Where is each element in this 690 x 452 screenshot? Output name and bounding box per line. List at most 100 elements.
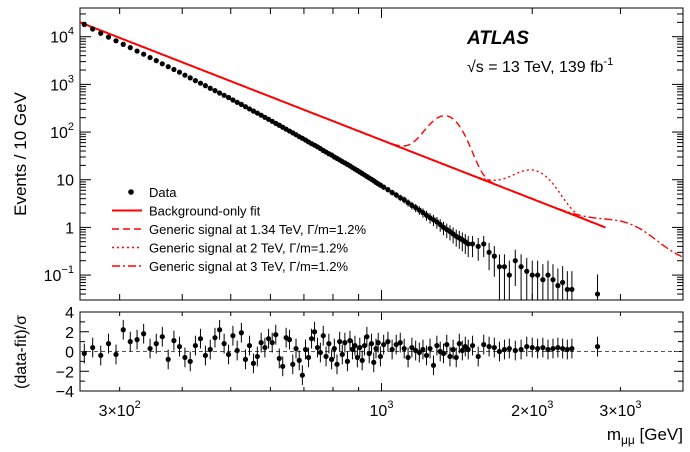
ratio-point [535,345,541,352]
data-point [506,272,512,278]
ratio-point [486,343,492,350]
ratio-point [329,356,335,362]
ratio-point [349,346,356,353]
tick-label-exponent: 2 [135,399,141,411]
x-axis-label: mμμ [GeV] [607,425,683,447]
data-point [202,83,209,89]
data-point [486,249,492,255]
ratio-point [371,359,377,365]
ratio-point [296,357,302,363]
main-curves [79,21,684,258]
ratio-point [361,342,368,349]
data-point [594,291,601,297]
data-point [535,272,541,278]
ratio-point [427,345,433,352]
ratio-point [171,338,177,344]
x-tick-label: 3×103 [599,399,641,420]
tick-label-base: 2×10 [511,403,547,420]
ratio-point [250,360,257,366]
data-point [165,64,171,70]
data-point [225,94,232,101]
ratio-point [540,344,546,351]
data-point [216,90,223,96]
ratio-point [134,337,140,343]
atlas-label: ATLAS [466,28,529,49]
ratio-point [368,341,375,347]
data-point [176,69,183,75]
data-point [197,80,204,86]
data-point [496,264,503,270]
ratio-y-tick-label: 2 [65,325,74,342]
tick-label-exponent: 3 [68,73,74,85]
data-point [564,286,570,293]
data-point [385,187,391,193]
data-point [113,38,119,44]
data-point [182,72,188,78]
ratio-point [450,346,456,353]
background-fit-line [79,21,606,229]
data-point [98,30,104,36]
data-point [545,272,551,278]
data-point [153,58,159,64]
ratio-point [105,341,112,347]
x-tick-label: 3×102 [99,399,141,420]
tick-label-base: 3×10 [599,403,635,420]
ratio-point [113,351,119,358]
data-point [234,99,240,105]
tick-label-exponent: 2 [68,121,74,133]
ratio-point [518,346,524,353]
tick-label-exponent: 4 [68,26,74,38]
legend-label: Background-only fit [149,204,261,219]
data-point [221,92,227,98]
energy-lumi-text: √s = 13 TeV, 139 fb [467,59,604,76]
x-tick-label: 103 [370,399,394,420]
ratio-point [456,341,462,347]
legend-label: Generic signal at 3 TeV, Γ/m=1.2% [149,259,348,274]
data-point [171,66,177,73]
ratio-point [430,362,437,368]
tick-label-base: 10 [370,403,388,420]
ratio-point [375,340,381,346]
ratio-point [334,361,340,367]
data-point [147,54,153,61]
data-point [127,45,133,51]
main-x-axis-ticks [119,8,684,300]
tick-label-exponent: 3 [635,399,641,411]
data-point [242,104,249,110]
tick-label-base: 10 [56,173,74,190]
legend-marker-data [128,189,134,195]
legend-label: Generic signal at 2 TeV, Γ/m=1.2% [149,241,348,256]
ratio-point [308,336,315,342]
tick-label-exponent: 3 [547,399,553,411]
ratio-point [564,346,570,353]
ratio-point [258,340,264,346]
ratio-point [299,372,305,378]
ratio-point [192,342,199,349]
main-plot-frame [79,7,684,301]
ratio-point [377,353,384,360]
data-point [550,277,556,283]
tick-label-base: 3×10 [99,403,135,420]
tick-label-base: 10 [50,77,68,94]
ratio-point [569,345,575,352]
ratio-point [98,352,104,359]
signal-1340-line [382,115,511,192]
ratio-point [323,353,329,360]
ratio-point [359,357,365,363]
ratio-point [512,347,518,354]
ratio-point [481,341,487,348]
ratio-point [153,341,159,347]
data-point [141,51,147,57]
ratio-point [182,354,188,361]
legend-label: Data [149,185,177,200]
ratio-point [176,343,183,350]
tick-label-base: 10 [50,30,68,47]
ratio-point [440,350,447,357]
energy-lumi-label: √s = 13 TeV, 139 fb-1 [467,56,613,76]
ratio-x-axis: 3×102 103 2×103 3×103 [99,312,684,420]
ratio-point [550,345,556,352]
data-point [192,78,199,84]
